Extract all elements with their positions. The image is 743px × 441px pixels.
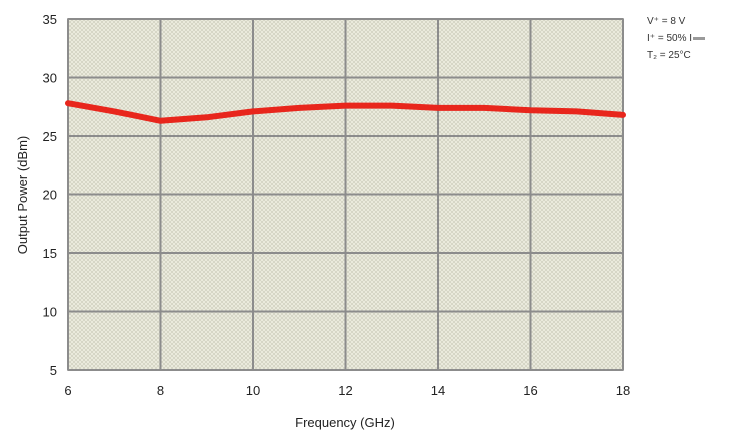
y-axis-label: Output Power (dBm) [15,136,30,255]
condition-current-text: I⁺ = 50% I [647,33,693,44]
y-axis-ticks: 5 10 15 20 25 30 35 [43,12,57,378]
data-point [435,105,441,111]
y-tick-label: 10 [43,305,57,320]
condition-current-mark [693,36,706,40]
x-axis-label: Frequency (GHz) [295,415,395,430]
grid [67,18,624,371]
y-tick-label: 15 [43,246,57,261]
data-point [574,108,580,114]
data-point [343,103,348,109]
data-point [65,100,71,106]
x-tick-label: 16 [523,383,537,398]
condition-voltage: V⁺ = 8 V [647,16,686,27]
data-point [250,108,256,114]
x-tick-label: 6 [64,383,71,398]
data-point [481,105,487,111]
data-point [389,103,395,109]
test-conditions: V⁺ = 8 V I⁺ = 50% I T₂ = 25°C [647,13,706,64]
data-point [296,105,302,111]
y-tick-label: 20 [43,188,57,203]
x-tick-label: 10 [246,383,260,398]
condition-temperature: T₂ = 25°C [647,50,691,61]
data-point [158,118,163,124]
x-tick-label: 8 [157,383,164,398]
condition-current: I⁺ = 50% I [647,30,706,47]
data-point [620,112,626,118]
x-tick-label: 18 [616,383,630,398]
y-tick-label: 25 [43,129,57,144]
x-tick-label: 12 [338,383,352,398]
y-tick-label: 5 [50,363,57,378]
data-point [204,114,210,120]
data-point [528,107,533,113]
y-tick-label: 35 [43,12,57,27]
x-tick-label: 14 [431,383,445,398]
y-tick-label: 30 [43,71,57,86]
x-axis-ticks: 6 8 10 12 14 16 18 [64,383,630,398]
data-point [111,108,117,114]
series-group [65,100,626,124]
